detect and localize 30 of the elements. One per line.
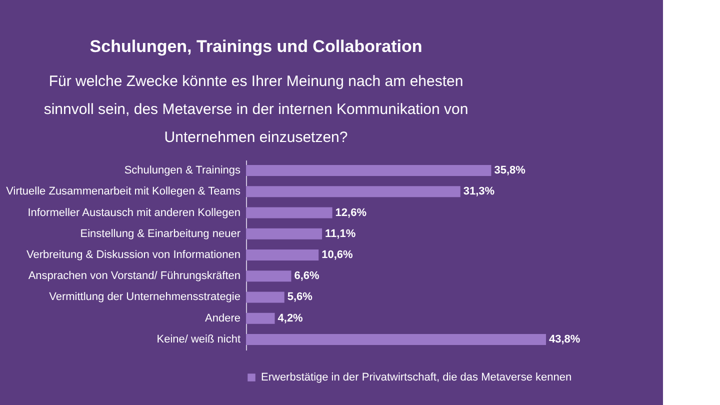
bar bbox=[246, 207, 332, 218]
y-tick-label: Informeller Austausch mit anderen Kollegen bbox=[28, 206, 240, 219]
y-tick-label: Verbreitung & Diskussion von Informationen bbox=[26, 249, 240, 261]
y-tick-label: Andere bbox=[205, 312, 240, 324]
bar bbox=[246, 270, 292, 282]
data-label: 35,8% bbox=[494, 164, 526, 177]
bar bbox=[246, 228, 322, 240]
data-label: 43,8% bbox=[549, 333, 580, 346]
data-label: 5,6% bbox=[287, 291, 313, 304]
y-tick-label: Einstellung & Einarbeitung neuer bbox=[80, 228, 241, 240]
y-tick-label: Ansprachen von Vorstand/ Führungskräften bbox=[28, 270, 240, 282]
bar bbox=[246, 312, 275, 324]
y-tick-label: Virtuelle Zusammenarbeit mit Kollegen & Teams bbox=[6, 186, 241, 198]
bar bbox=[246, 292, 284, 303]
y-tick-label: Vermittlung der Unternehmensstrategie bbox=[49, 291, 240, 304]
bar bbox=[246, 250, 319, 260]
data-label: 31,3% bbox=[463, 186, 495, 198]
bar bbox=[246, 165, 492, 176]
data-label: 12,6% bbox=[335, 206, 367, 219]
bar bbox=[246, 186, 460, 198]
data-label: 11,1% bbox=[325, 228, 356, 240]
chart-title: Schulungen, Trainings und Collaboration bbox=[90, 37, 422, 56]
data-label: 10,6% bbox=[322, 249, 354, 261]
y-tick-label: Keine/ weiß nicht bbox=[156, 333, 240, 346]
y-tick-label: Schulungen & Trainings bbox=[124, 164, 241, 177]
legend-label: Erwerbstätige in der Privatwirtschaft, die das Metaverse kennen bbox=[261, 372, 572, 384]
data-label: 6,6% bbox=[294, 270, 320, 282]
bar bbox=[246, 334, 546, 345]
data-label: 4,2% bbox=[278, 312, 304, 324]
chart-subtitle: Für welche Zwecke könnte es Ihrer Meinung nach am ehesten sinnvoll sein, des Metaverse in der internen Kommunikation von Unternehmen einzusetzen? bbox=[44, 73, 468, 146]
